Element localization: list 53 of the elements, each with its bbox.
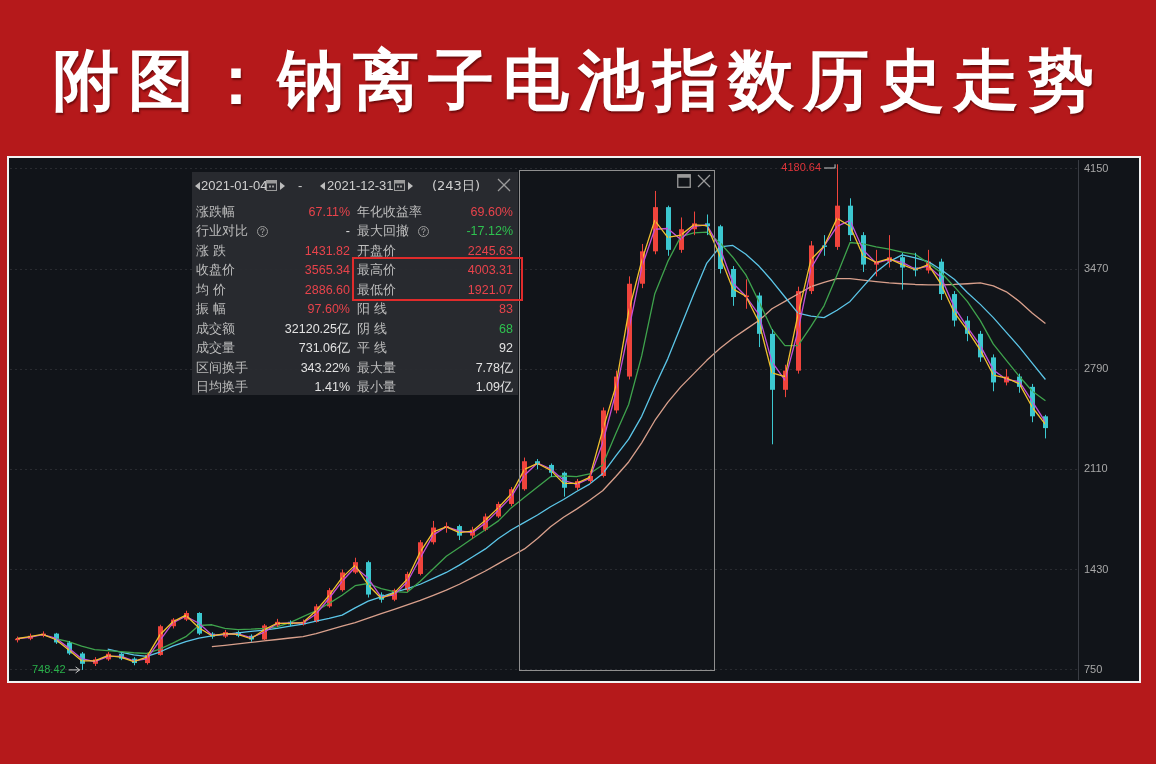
annotation: 阳 线 (357, 300, 387, 319)
annotation: -17.12% (466, 223, 513, 241)
annotation: 行业对比 (196, 222, 248, 241)
annotation: 4180.64 (781, 161, 822, 174)
annotation: 涨跌幅 (196, 203, 235, 221)
annotation: 1921.07 (467, 281, 513, 299)
annotation: 最小量 (357, 378, 396, 397)
y-tick-label: 2790 (1084, 362, 1109, 375)
chart-title: 附图：钠离子电池指数历史走势 (52, 41, 1104, 121)
annotation: 最大量 (357, 358, 396, 377)
annotation: 68 (499, 320, 513, 338)
y-tick-label: 1430 (1084, 562, 1109, 575)
annotation: 69.60% (470, 204, 513, 221)
annotation: 1.09亿 (475, 379, 513, 397)
annotation: 2021-01-04 (201, 177, 268, 195)
annotation: 成交量 (196, 339, 235, 358)
annotation: 1.41% (314, 379, 350, 397)
annotation: - (298, 177, 303, 195)
annotation: 97.60% (307, 301, 350, 319)
annotation: (243日) (432, 177, 480, 195)
annotation: 1431.82 (304, 242, 350, 260)
y-tick-label: 4150 (1084, 161, 1109, 174)
annotation: 平 线 (357, 339, 387, 358)
annotation: 67.11% (308, 204, 350, 221)
annotation: 3565.34 (304, 262, 350, 280)
annotation: 32120.25亿 (284, 320, 350, 338)
annotation: 最大回撤 (357, 222, 409, 241)
annotation: 最高价 (357, 261, 396, 280)
annotation: 2245.63 (467, 242, 513, 260)
annotation: 成交额 (196, 319, 235, 338)
annotation: 7.78亿 (475, 359, 513, 377)
annotation: 731.06亿 (298, 340, 350, 358)
annotation: 748.42 (31, 662, 66, 675)
annotation: 区间换手 (196, 358, 248, 377)
annotation: 均 价 (196, 280, 226, 299)
annotation: 收盘价 (196, 261, 235, 280)
annotation: 2886.60 (304, 281, 350, 299)
annotation: 92 (499, 340, 513, 358)
annotation: 振 幅 (196, 300, 226, 319)
annotation: 最低价 (357, 280, 396, 299)
annotation: 2021-12-31 (327, 177, 394, 195)
annotation: 343.22% (300, 359, 350, 377)
annotation: 涨 跌 (196, 241, 226, 260)
annotation: - (345, 223, 350, 241)
annotation: 年化收益率 (357, 203, 422, 221)
annotation: 阴 线 (357, 319, 387, 338)
y-tick-label: 2110 (1084, 462, 1108, 475)
annotation: 4003.31 (467, 262, 513, 280)
y-tick-label: 750 (1084, 662, 1103, 675)
annotation: 日均换手 (196, 378, 248, 397)
y-tick-label: 3470 (1084, 262, 1109, 275)
annotation: 开盘价 (357, 241, 396, 260)
annotation: 83 (499, 301, 513, 319)
